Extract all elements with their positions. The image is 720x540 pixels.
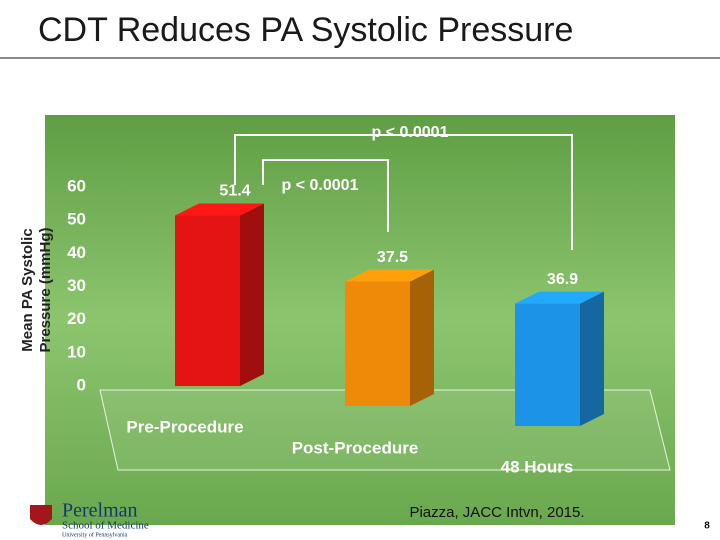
- bar: [175, 215, 240, 386]
- y-tick-label: 10: [67, 342, 86, 361]
- value-label: 51.4: [219, 183, 250, 200]
- slide-title: CDT Reduces PA Systolic Pressure: [38, 11, 573, 49]
- logo-text: University of Pennsylvania: [62, 531, 128, 538]
- bar: [345, 281, 410, 406]
- citation: Piazza, JACC Intvn, 2015.: [409, 504, 584, 521]
- logo: Perelman School of Medicine University o…: [30, 500, 149, 538]
- y-tick-label: 50: [67, 210, 86, 229]
- bar: [515, 303, 580, 426]
- logo-shield: [30, 505, 52, 525]
- y-tick-label: 60: [67, 176, 86, 195]
- y-tick-label: 20: [67, 309, 86, 328]
- y-tick-label: 40: [67, 243, 86, 262]
- bar-top: [345, 269, 434, 282]
- bar-side: [240, 203, 264, 386]
- bar-top: [175, 203, 264, 216]
- logo-text: Perelman: [62, 500, 138, 522]
- annotation: p < 0.0001: [372, 124, 449, 141]
- x-tick-label: 48 Hours: [501, 457, 574, 476]
- y-label-line: Pressure (mmHg): [37, 227, 54, 352]
- page-number: 8: [704, 521, 710, 532]
- bracket: [262, 159, 389, 232]
- annotation: p < 0.0001: [282, 177, 359, 194]
- bar-top: [515, 291, 604, 304]
- y-label-line: Mean PA Systolic: [19, 228, 36, 351]
- bar-side: [580, 291, 604, 426]
- x-tick-label: Pre-Procedure: [126, 417, 243, 436]
- y-tick-label: 0: [77, 375, 86, 394]
- logo-text: School of Medicine: [62, 520, 149, 532]
- bracket: [234, 134, 573, 250]
- value-label: 36.9: [547, 271, 578, 288]
- y-tick-label: 30: [67, 276, 86, 295]
- value-label: 37.5: [377, 249, 408, 266]
- x-tick-label: Post-Procedure: [292, 438, 419, 457]
- bar-side: [410, 269, 434, 406]
- y-axis-label: Mean PA Systolic Pressure (mmHg): [19, 227, 54, 352]
